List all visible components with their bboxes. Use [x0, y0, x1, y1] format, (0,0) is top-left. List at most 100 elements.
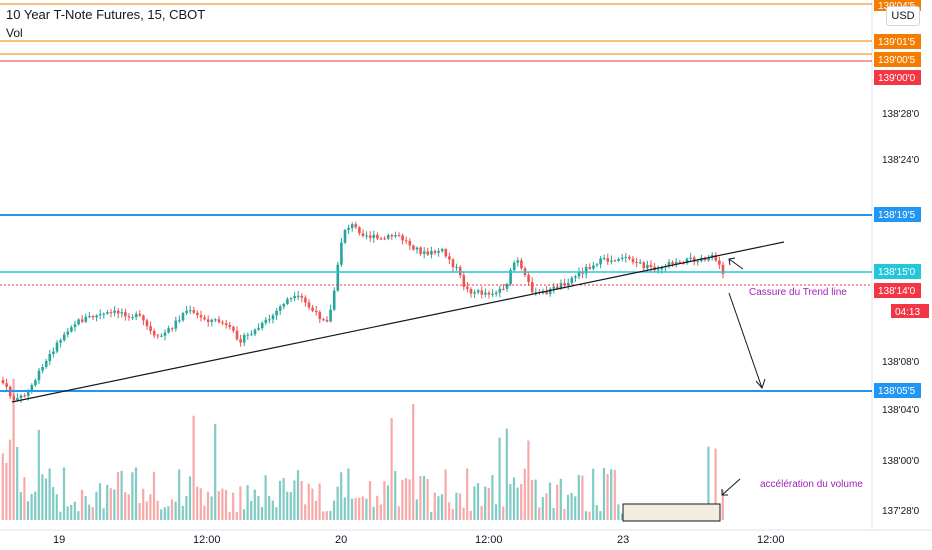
candle-body	[714, 255, 718, 261]
candle-body	[282, 304, 286, 307]
volume-bar	[217, 491, 220, 520]
candle-body	[185, 310, 188, 314]
candle-body	[512, 262, 516, 271]
currency-button[interactable]: USD	[886, 6, 920, 26]
volume-bar	[278, 480, 282, 520]
volume-bar	[340, 472, 343, 520]
candle-body	[30, 385, 34, 391]
candle-body	[516, 260, 520, 263]
volume-bar	[52, 487, 55, 520]
candle-body	[408, 240, 412, 246]
volume-bar	[599, 511, 602, 520]
volume-bar	[185, 496, 188, 520]
price-tick: 138'00'0	[882, 456, 920, 467]
volume-bar	[102, 508, 105, 520]
candle-body	[707, 257, 710, 261]
volume-acceleration-annotation[interactable]: accélération du volume	[760, 479, 863, 490]
candle-body	[221, 322, 224, 324]
break-arrow-down[interactable]	[728, 292, 766, 389]
volume-bar	[376, 495, 379, 520]
volume-highlight-box[interactable]	[622, 503, 721, 522]
trend-break-annotation[interactable]: Cassure du Trend line	[749, 287, 847, 298]
candle-body	[48, 353, 52, 361]
candle-body	[721, 264, 725, 274]
volume-bar	[444, 469, 447, 520]
candle-body	[192, 310, 196, 313]
volume-bar	[203, 505, 206, 520]
volume-bar	[253, 489, 256, 520]
candle-body	[376, 234, 379, 239]
candle-body	[671, 262, 674, 265]
candle-body	[311, 307, 314, 311]
candle-body	[268, 319, 271, 321]
time-tick: 19	[53, 534, 65, 546]
volume-bar	[257, 496, 260, 520]
volume-bar	[386, 485, 390, 520]
volume-bar	[430, 511, 433, 520]
candle-body	[73, 324, 77, 328]
time-tick: 20	[335, 534, 347, 546]
volume-bar	[343, 497, 346, 520]
candle-body	[559, 283, 563, 289]
candle-body	[37, 370, 41, 381]
volume-indicator-label[interactable]: Vol	[6, 26, 23, 40]
volume-bar	[545, 493, 548, 520]
candle-body	[124, 312, 127, 317]
volume-bar	[530, 480, 534, 520]
volume-bar	[502, 506, 505, 520]
volume-bar	[538, 507, 541, 520]
candle-body	[354, 224, 358, 228]
volume-bar	[138, 502, 141, 520]
candle-body	[372, 234, 376, 238]
volume-bar	[152, 471, 156, 520]
candle-body	[199, 315, 203, 318]
candle-body	[250, 334, 253, 336]
candle-body	[264, 319, 268, 323]
volume-bar	[487, 487, 490, 520]
candle-body	[332, 290, 336, 310]
volume-bar	[451, 508, 454, 520]
price-tick: 138'04'0	[882, 405, 920, 416]
volume-bar	[448, 502, 451, 520]
volume-bar	[617, 504, 620, 520]
volume-bar	[120, 470, 123, 520]
volume-arrow[interactable]	[721, 478, 741, 496]
volume-bar	[350, 498, 354, 520]
plot-area[interactable]	[0, 0, 872, 530]
candle-body	[509, 270, 512, 285]
candle-body	[350, 224, 354, 229]
candle-body	[232, 326, 235, 331]
volume-bar	[34, 491, 37, 520]
volume-bar	[390, 418, 393, 520]
candle-body	[656, 269, 660, 271]
volume-bar	[516, 487, 519, 520]
chart-title[interactable]: 10 Year T-Note Futures, 15, CBOT	[6, 7, 206, 22]
volume-bar	[77, 511, 80, 520]
candle-body	[566, 283, 570, 286]
candle-body	[527, 274, 530, 282]
volume-bar	[124, 492, 127, 520]
candle-body	[149, 326, 152, 331]
candle-body	[397, 235, 401, 237]
volume-bar	[95, 491, 98, 520]
time-axis[interactable]: 19 12:00 20 12:00 23 12:00	[53, 534, 785, 546]
volume-bar	[30, 493, 33, 520]
candle-body	[563, 283, 566, 286]
candle-body	[404, 240, 408, 242]
volume-bar	[365, 498, 368, 520]
volume-bar	[113, 489, 116, 520]
candle-body	[242, 334, 246, 343]
break-arrow-small[interactable]	[728, 257, 744, 270]
volume-bars	[1, 378, 724, 520]
price-axis[interactable]: 138'28'0 138'24'0 138'08'0 138'04'0 138'…	[882, 109, 920, 517]
price-tick: 138'08'0	[882, 357, 920, 368]
candle-body	[55, 342, 59, 352]
volume-bar	[1, 453, 4, 520]
time-tick: 12:00	[475, 534, 503, 546]
candle-body	[253, 329, 257, 335]
volume-bar	[23, 477, 26, 520]
volume-bar	[494, 504, 498, 520]
candle-body	[19, 395, 23, 398]
trend-line[interactable]	[11, 241, 785, 403]
